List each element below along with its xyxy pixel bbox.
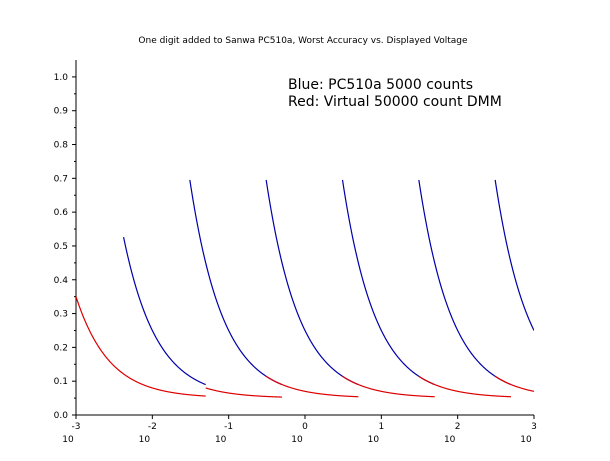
series-line-blue [341,179,435,386]
series-line-blue [189,179,283,386]
y-tick-label: 0.8 [54,141,69,151]
chart-axes: 0.00.10.20.30.40.50.60.70.80.91.0-310-21… [54,60,537,445]
y-tick-label: 0.5 [54,242,68,252]
series-line-red [418,375,512,398]
y-tick-label: 0.7 [54,174,68,184]
x-tick-exponent: -3 [72,422,81,432]
y-tick-label: 0.1 [54,377,68,387]
x-tick-base: 10 [215,435,227,445]
y-tick-label: 0.3 [54,310,68,320]
x-tick-base: 10 [368,435,380,445]
x-tick-base: 10 [444,435,456,445]
x-tick-base: 10 [520,435,532,445]
series-line-blue [418,179,512,386]
y-tick-label: 1.0 [54,73,69,83]
x-tick-base: 10 [291,435,303,445]
series-line-blue [494,179,534,331]
series-layer [76,179,534,398]
series-line-red [494,375,534,392]
x-tick-exponent: 0 [302,422,308,432]
x-tick-exponent: 2 [455,422,461,432]
y-tick-label: 0.2 [54,343,68,353]
x-tick-base: 10 [62,435,74,445]
legend-blue: Blue: PC510a 5000 counts [288,77,473,93]
series-line-red [265,375,359,398]
x-tick-exponent: 1 [378,422,384,432]
series-line-blue [122,236,206,386]
x-tick-exponent: 3 [531,422,537,432]
x-tick-base: 10 [139,435,151,445]
legend-red: Red: Virtual 50000 count DMM [288,94,502,110]
y-tick-label: 0.6 [54,208,69,218]
x-tick-exponent: -2 [148,422,157,432]
chart-title: One digit added to Sanwa PC510a, Worst A… [138,36,468,46]
series-line-red [342,375,435,398]
series-line-red [76,296,206,397]
series-line-blue [265,179,359,386]
x-tick-exponent: -1 [224,422,233,432]
y-tick-label: 0.9 [54,107,69,117]
series-line-red [205,387,283,398]
y-tick-label: 0.0 [54,411,69,421]
y-tick-label: 0.4 [54,276,69,286]
